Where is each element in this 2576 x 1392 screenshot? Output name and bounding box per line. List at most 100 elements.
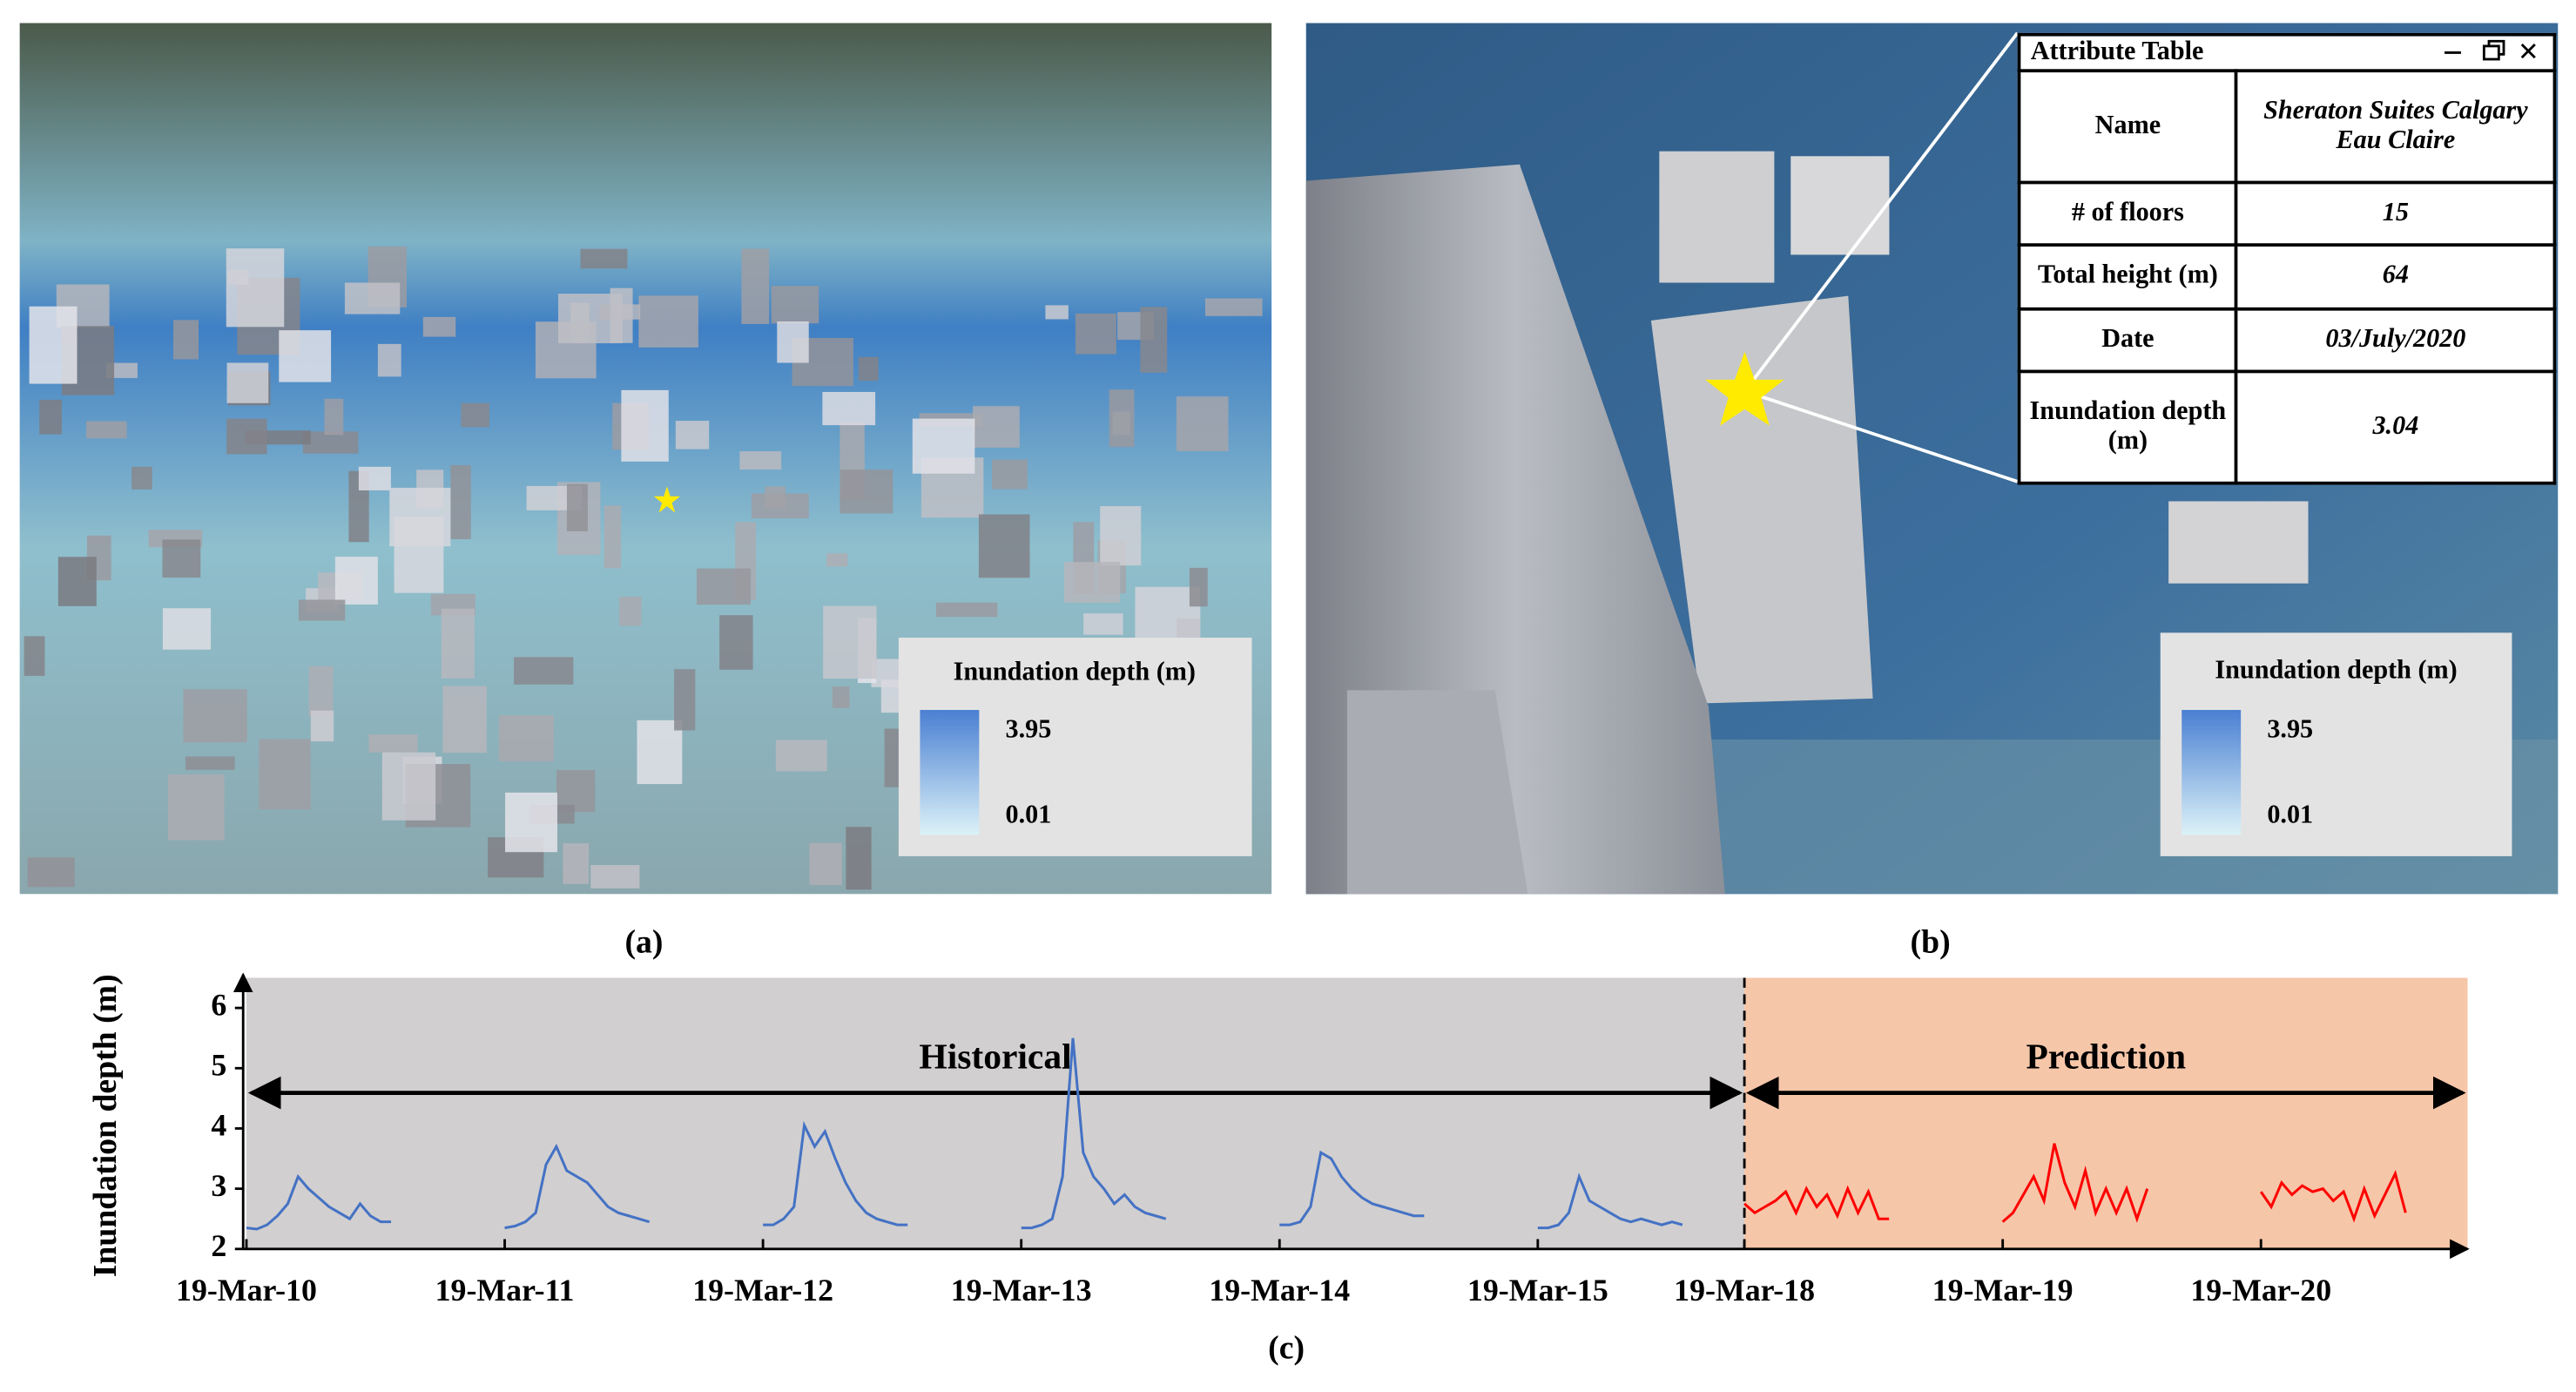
building xyxy=(809,842,842,885)
building xyxy=(741,248,770,324)
building xyxy=(775,740,827,772)
building xyxy=(279,330,332,382)
table-value: Sheraton Suites Calgary Eau Claire xyxy=(2235,69,2557,184)
building xyxy=(840,470,894,514)
building xyxy=(1659,151,1775,283)
tower xyxy=(1346,690,1528,895)
table-key: Name xyxy=(2017,69,2239,184)
building xyxy=(514,657,574,685)
building xyxy=(131,466,152,490)
building xyxy=(610,287,633,343)
building xyxy=(377,343,401,377)
location-star xyxy=(653,486,681,513)
legend-min: 0.01 xyxy=(2267,800,2313,829)
building xyxy=(621,389,669,462)
leader-line xyxy=(1743,31,2020,393)
building xyxy=(226,248,285,328)
building xyxy=(604,505,622,569)
building xyxy=(1100,506,1142,566)
building xyxy=(1790,156,1890,255)
building xyxy=(739,451,782,470)
x-tick-label: 19-Mar-18 xyxy=(1674,1273,1815,1308)
series-line xyxy=(1021,1037,1167,1230)
table-key: Inundation depth (m) xyxy=(2017,370,2239,485)
building xyxy=(368,734,418,753)
building xyxy=(912,418,975,474)
building xyxy=(1064,562,1121,603)
building xyxy=(580,248,628,269)
region-label: Historical xyxy=(919,1036,1071,1076)
x-tick-label: 19-Mar-11 xyxy=(435,1273,575,1308)
y-axis-label: Inundation depth (m) xyxy=(87,974,124,1277)
building xyxy=(826,553,848,567)
building xyxy=(566,483,588,531)
building xyxy=(777,321,809,363)
table-key: Date xyxy=(2017,307,2239,375)
building xyxy=(461,402,489,428)
building xyxy=(183,689,247,743)
region xyxy=(246,977,1745,1249)
building xyxy=(27,857,75,888)
table-key: # of floors xyxy=(2017,179,2239,247)
building xyxy=(563,843,590,884)
building xyxy=(992,459,1028,490)
building xyxy=(441,608,475,679)
legend-title: Inundation depth (m) xyxy=(954,656,1196,686)
building xyxy=(298,599,346,621)
region xyxy=(1744,977,2468,1249)
building xyxy=(185,756,235,770)
building xyxy=(173,320,199,360)
building xyxy=(973,406,1020,448)
building xyxy=(324,398,344,436)
table-value: 15 xyxy=(2235,179,2557,247)
building xyxy=(302,431,359,454)
building xyxy=(2168,501,2309,584)
building xyxy=(334,557,378,605)
building xyxy=(822,391,876,426)
table-value: 3.04 xyxy=(2235,370,2557,485)
building xyxy=(226,418,267,455)
building xyxy=(450,464,471,539)
building xyxy=(674,669,696,731)
x-tick-label: 19-Mar-12 xyxy=(692,1273,833,1308)
table-title: Attribute Table xyxy=(2017,32,2557,73)
series-line xyxy=(246,1173,392,1231)
y-tick-label: 3 xyxy=(211,1168,226,1203)
series-line xyxy=(2001,1143,2149,1223)
building xyxy=(1140,307,1168,373)
legend-max: 3.95 xyxy=(1006,713,1052,743)
caption: (b) xyxy=(1911,923,1951,960)
building xyxy=(935,602,998,618)
region-label: Prediction xyxy=(2026,1036,2186,1076)
series-line xyxy=(1279,1150,1425,1226)
building xyxy=(308,666,334,717)
building xyxy=(1204,298,1263,316)
building xyxy=(168,774,225,841)
series-line xyxy=(1537,1172,1683,1230)
caption: (a) xyxy=(625,923,664,960)
building xyxy=(637,720,683,785)
building xyxy=(86,421,127,439)
legend-title: Inundation depth (m) xyxy=(2215,655,2457,685)
building xyxy=(1650,295,1873,704)
color-ramp xyxy=(2182,710,2242,835)
x-tick-label: 19-Mar-10 xyxy=(176,1273,317,1308)
legend-max: 3.95 xyxy=(2267,713,2313,743)
building xyxy=(1075,313,1116,355)
location-star xyxy=(1705,351,1784,426)
table-value: 64 xyxy=(2235,243,2557,311)
y-tick-label: 6 xyxy=(211,987,226,1022)
caption: (c) xyxy=(1268,1329,1305,1366)
buildings xyxy=(24,247,1263,890)
building xyxy=(823,605,877,679)
table-value: 03/July/2020 xyxy=(2235,307,2557,375)
x-tick-label: 19-Mar-13 xyxy=(951,1273,1092,1308)
building xyxy=(358,466,391,490)
building xyxy=(505,792,557,853)
series-line xyxy=(504,1143,651,1230)
series-line xyxy=(2259,1170,2407,1223)
building xyxy=(1176,396,1229,452)
